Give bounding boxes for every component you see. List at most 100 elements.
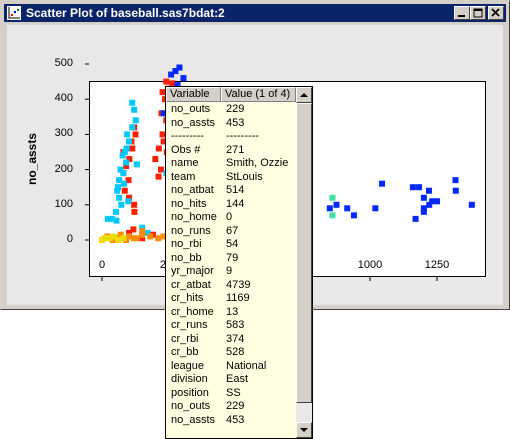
data-point	[412, 215, 419, 222]
observation-tooltip[interactable]: Variable Value (1 of 4) no_outs 229 no_ass…	[165, 86, 313, 439]
data-point	[329, 212, 336, 219]
tooltip-row: no_runs 67	[166, 225, 296, 239]
variable-column-header[interactable]: Variable	[166, 87, 221, 102]
data-point	[152, 156, 159, 163]
tooltip-row: no_assts 453	[166, 414, 296, 428]
data-point	[147, 233, 154, 240]
variable-name: league	[171, 359, 205, 372]
data-point	[452, 187, 459, 194]
data-point	[126, 138, 133, 145]
data-point	[429, 198, 436, 205]
x-tick-label: 0	[98, 259, 106, 271]
variable-value: 67	[226, 224, 239, 237]
arrow-down-icon	[300, 428, 308, 432]
scroll-down-button[interactable]	[296, 422, 312, 438]
y-tick-label: 200	[54, 162, 73, 175]
variable-name: name	[171, 157, 199, 169]
tooltip-row: no_outs 229	[166, 400, 296, 414]
data-point	[420, 208, 427, 215]
data-point	[115, 237, 122, 243]
tooltip-row: cr_atbat 4739	[166, 279, 296, 293]
tooltip-row: cr_home 13	[166, 306, 296, 320]
tooltip-scrollbar[interactable]	[296, 87, 312, 438]
tooltip-header: Variable Value (1 of 4)	[166, 87, 296, 102]
data-point	[126, 194, 133, 201]
y-tick-label: 400	[54, 92, 73, 105]
data-point	[372, 205, 379, 212]
minimize-button[interactable]	[454, 6, 470, 20]
data-point	[180, 75, 187, 82]
data-point	[139, 224, 146, 231]
data-point	[121, 187, 128, 194]
y-tick-label: 100	[54, 197, 73, 210]
variable-name: Obs #	[171, 143, 201, 156]
variable-value: 514	[226, 184, 245, 196]
data-point	[420, 205, 427, 212]
variable-name: no_hits	[171, 197, 207, 210]
tooltip-row: Obs # 271	[166, 144, 296, 158]
data-point	[169, 80, 176, 87]
window-title: Scatter Plot of baseball.sas7bdat:2	[26, 6, 225, 20]
scroll-up-button[interactable]	[296, 87, 312, 103]
tooltip-row: team StLouis	[166, 171, 296, 185]
data-point	[139, 228, 146, 235]
variable-value: ---------	[226, 130, 259, 142]
data-point	[160, 233, 167, 240]
variable-value: 4739	[226, 278, 251, 291]
value-column-header[interactable]: Value (1 of 4)	[221, 87, 296, 102]
tooltip-row: league National	[166, 360, 296, 374]
close-button[interactable]	[488, 6, 504, 20]
data-point	[425, 187, 432, 194]
data-point	[120, 170, 127, 177]
variable-value: 1169	[226, 292, 250, 304]
data-point	[159, 89, 166, 96]
variable-value: 79	[226, 251, 239, 264]
data-point	[129, 99, 136, 106]
y-tick-label: 0	[66, 233, 73, 245]
tooltip-row: cr_rbi 374	[166, 333, 296, 347]
minimize-icon	[458, 15, 465, 17]
variable-name: yr_major	[171, 265, 214, 277]
scroll-thumb[interactable]	[296, 103, 312, 403]
data-point	[125, 198, 132, 205]
variable-name: cr_rbi	[171, 332, 199, 345]
y-tick-label: 500	[54, 57, 73, 69]
data-point	[114, 187, 121, 194]
data-point	[113, 217, 120, 224]
tooltip-row: no_bb 79	[166, 252, 296, 266]
variable-value: Smith, Ozzie	[226, 157, 289, 169]
variable-name: no_outs	[171, 103, 211, 115]
data-point	[139, 235, 146, 242]
tooltip-row: no_assts 453	[166, 117, 296, 131]
maximize-icon	[473, 8, 483, 18]
maximize-button[interactable]	[470, 6, 486, 20]
x-tick-label: 1250	[424, 259, 450, 271]
data-point	[409, 184, 416, 191]
data-point	[104, 215, 111, 222]
variable-value: 583	[226, 319, 245, 331]
variable-name: no_runs	[171, 224, 211, 237]
variable-name: cr_home	[171, 305, 214, 318]
data-point	[101, 235, 108, 242]
data-point	[108, 215, 115, 222]
variable-value: 9	[226, 265, 233, 277]
data-point	[168, 71, 175, 78]
data-point	[160, 110, 167, 117]
data-point	[125, 233, 132, 240]
data-point	[116, 177, 123, 184]
variable-name: ---------	[171, 130, 204, 142]
variable-value: 229	[226, 400, 245, 412]
title-bar[interactable]: Scatter Plot of baseball.sas7bdat:2	[4, 4, 506, 22]
variable-name: no_rbi	[171, 238, 202, 250]
data-point	[416, 184, 423, 191]
tooltip-row: no_atbat 514	[166, 184, 296, 198]
variable-value: National	[226, 359, 267, 372]
data-point	[172, 68, 179, 75]
data-point	[131, 106, 138, 113]
data-point	[126, 229, 133, 236]
data-point	[161, 96, 168, 103]
data-point	[155, 173, 162, 180]
variable-name: cr_hits	[171, 292, 204, 304]
variable-value: 0	[226, 211, 233, 223]
data-point	[379, 180, 386, 187]
